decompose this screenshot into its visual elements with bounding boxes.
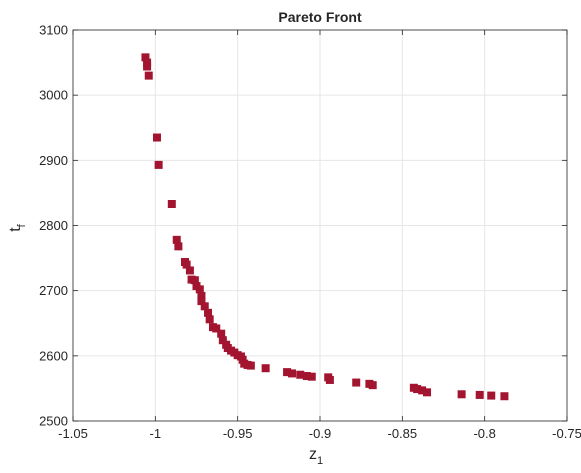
y-axis-label: tf — [7, 223, 28, 231]
data-point — [152, 133, 161, 142]
data-point — [174, 242, 183, 251]
data-point — [307, 372, 316, 381]
data-point — [261, 364, 270, 373]
data-point — [352, 378, 361, 387]
data-point — [204, 308, 213, 317]
y-tick-label: 2600 — [39, 348, 68, 363]
y-tick-label: 2500 — [39, 414, 68, 429]
y-tick-label: 2900 — [39, 153, 68, 168]
x-axis-label: z1 — [309, 446, 323, 467]
data-point — [500, 392, 509, 401]
data-point — [167, 199, 176, 208]
data-point — [457, 390, 466, 399]
x-tick-label: -0.75 — [552, 426, 581, 441]
data-point — [487, 391, 496, 400]
x-axis-label-main: z — [309, 446, 317, 463]
y-tick-label: 3100 — [39, 23, 68, 38]
data-point — [296, 370, 305, 379]
data-point — [172, 235, 181, 244]
axis-ticks: -1.05 -1 -0.95 -0.9 -0.85 -0.8 -0.75 2500 2600 27… — [39, 23, 581, 442]
x-tick-label: -1 — [150, 426, 162, 441]
data-point — [217, 329, 226, 338]
y-axis-label-main: t — [7, 227, 24, 232]
data-point — [368, 381, 377, 390]
data-point — [197, 297, 206, 306]
data-point — [185, 266, 194, 275]
data-point — [195, 285, 204, 294]
data-point — [302, 372, 311, 381]
x-tick-label: -0.85 — [388, 426, 418, 441]
data-point — [418, 386, 427, 395]
data-point — [190, 276, 199, 285]
x-tick-label: -0.8 — [473, 426, 495, 441]
data-points — [141, 53, 509, 401]
y-tick-label: 3000 — [39, 88, 68, 103]
x-axis-label-sub: 1 — [317, 455, 323, 467]
y-tick-label: 2700 — [39, 283, 68, 298]
data-point — [197, 291, 206, 300]
x-tick-label: -0.9 — [309, 426, 331, 441]
data-point — [325, 375, 334, 384]
x-tick-label: -0.95 — [223, 426, 253, 441]
data-point — [413, 385, 422, 394]
data-point — [288, 369, 297, 378]
x-tick-label: -1.05 — [58, 426, 88, 441]
data-point — [144, 71, 153, 80]
data-point — [212, 324, 221, 333]
y-tick-label: 2800 — [39, 218, 68, 233]
data-point — [143, 62, 152, 71]
data-point — [283, 368, 292, 377]
data-point — [141, 53, 150, 62]
y-axis-label-sub: f — [16, 223, 28, 227]
data-point — [205, 315, 214, 324]
chart-title: Pareto Front — [278, 9, 362, 25]
data-point — [218, 336, 227, 345]
data-point — [246, 361, 255, 370]
data-point — [423, 388, 432, 397]
data-point — [182, 260, 191, 269]
data-point — [475, 390, 484, 399]
data-point — [154, 160, 163, 169]
data-point — [200, 302, 209, 311]
